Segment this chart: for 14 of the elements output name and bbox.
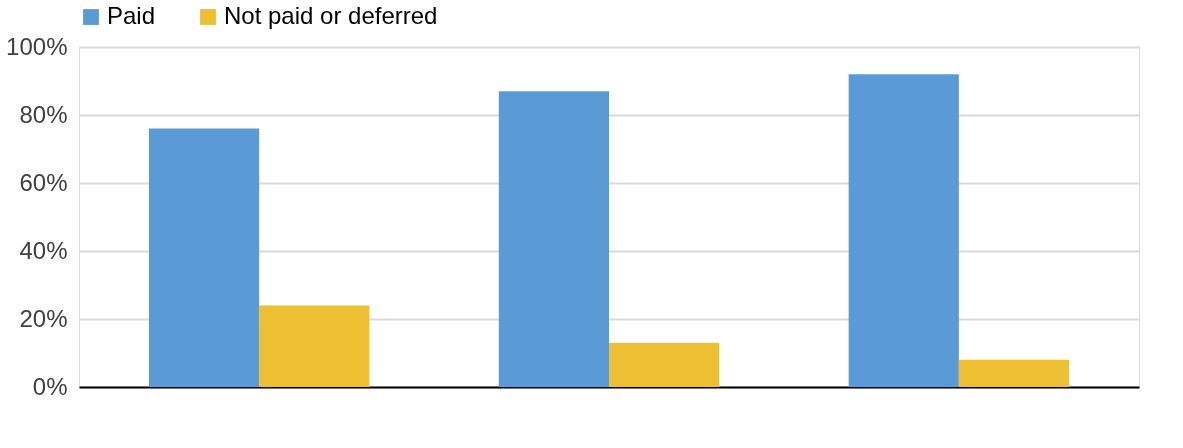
y-tick-label: 20% bbox=[19, 304, 68, 332]
bar bbox=[609, 342, 720, 387]
bar bbox=[259, 305, 370, 387]
legend-label: Paid bbox=[107, 2, 156, 29]
bar bbox=[148, 128, 260, 387]
y-tick-label: 0% bbox=[32, 372, 68, 400]
bar bbox=[498, 91, 609, 387]
y-tick-label: 40% bbox=[19, 236, 68, 264]
bar bbox=[848, 74, 959, 387]
legend-label: Not paid or deferred bbox=[224, 2, 438, 29]
bar bbox=[958, 359, 1070, 387]
y-tick-label: 80% bbox=[19, 100, 68, 128]
y-tick-label: 60% bbox=[19, 168, 68, 196]
y-tick-label: 100% bbox=[6, 32, 68, 60]
